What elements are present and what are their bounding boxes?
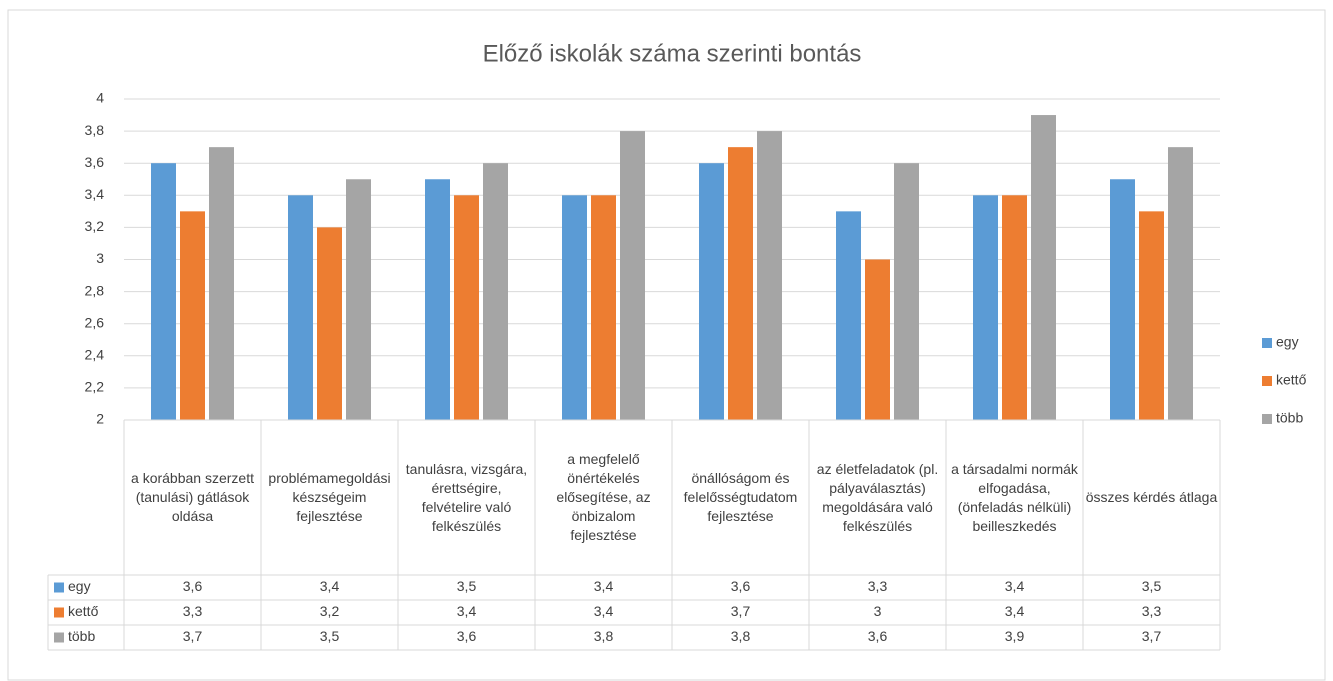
bar [894,163,919,420]
bar [180,211,205,420]
table-value: 3,4 [594,578,614,594]
legend-key [1262,338,1272,348]
table-value: 3,4 [1005,603,1025,619]
bar [973,195,998,420]
bar [699,163,724,420]
category-cell: tanulásra, vizsgára, érettségire, felvét… [405,460,528,534]
y-tick-label: 2,2 [85,379,105,395]
bar [757,131,782,420]
bar [454,195,479,420]
category-cell: a megfelelő önértékelés elősegítése, az … [556,451,651,543]
table-legend-key [54,632,64,643]
x-tick-label: a korábban szerzett (tanulási) gátlások … [131,470,254,524]
x-tick-label: problémamegoldási készségeim fejlesztése [268,470,391,524]
legend-label: több [1276,410,1303,426]
bar [620,131,645,420]
table-value: 3,8 [731,628,751,644]
bar [209,147,234,420]
table-value: 3,4 [320,578,340,594]
bar [728,147,753,420]
y-tick-label: 2 [96,411,104,427]
category-cell: a korábban szerzett (tanulási) gátlások … [131,470,254,524]
y-tick-label: 2,8 [85,282,105,298]
table-value: 3,3 [868,578,888,594]
table-legend-key [54,582,64,593]
table-value: 3,5 [1142,578,1162,594]
y-tick-label: 3,6 [85,154,105,170]
table-value: 3,3 [183,603,203,619]
y-tick-label: 3,2 [85,218,105,234]
bar [483,163,508,420]
table-value: 3 [874,603,882,619]
table-value: 3,7 [731,603,751,619]
table-value: 3,6 [183,578,203,594]
legend-label: egy [1276,334,1299,350]
table-series-name: kettő [68,603,99,619]
legend-label: kettő [1276,372,1307,388]
x-tick-label: önállóságom és felelősségtudatom fejlesz… [683,470,798,524]
table-value: 3,3 [1142,603,1162,619]
table-value: 3,2 [320,603,340,619]
table-value: 3,4 [1005,578,1025,594]
table-value: 3,6 [868,628,888,644]
x-tick-label: tanulásra, vizsgára, érettségire, felvét… [405,460,528,534]
bar [1110,179,1135,420]
legend-key [1262,376,1272,386]
bar [1031,115,1056,421]
table-series-name: egy [68,578,91,594]
bar [562,195,587,420]
y-tick-label: 2,4 [85,347,105,363]
table-series-name: több [68,628,95,644]
table-legend-key [54,607,64,618]
chart-title: Előző iskolák száma szerinti bontás [483,40,862,67]
bar [865,259,890,420]
category-cell: a társadalmi normák elfogadása, (önfelad… [951,460,1078,534]
bar [346,179,371,420]
bar [836,211,861,420]
bar [1002,195,1027,420]
table-value: 3,6 [731,578,751,594]
category-cell: önállóságom és felelősségtudatom fejlesz… [683,470,798,524]
bar [317,227,342,420]
bar [591,195,616,420]
table-value: 3,5 [457,578,477,594]
table-value: 3,7 [183,628,203,644]
category-cell: az életfeladatok (pl. pályaválasztás) me… [816,460,939,534]
table-value: 3,9 [1005,628,1025,644]
x-tick-label: a társadalmi normák elfogadása, (önfelad… [951,460,1078,534]
x-tick-label: összes kérdés átlaga [1085,489,1218,505]
category-cell: problémamegoldási készségeim fejlesztése [268,470,391,524]
table-value: 3,4 [457,603,477,619]
table-value: 3,7 [1142,628,1162,644]
category-cell: összes kérdés átlaga [1085,489,1218,505]
bar [288,195,313,420]
table-value: 3,8 [594,628,614,644]
legend-key [1262,414,1272,424]
x-tick-label: az életfeladatok (pl. pályaválasztás) me… [816,460,939,534]
y-tick-label: 3,8 [85,122,105,138]
x-tick-label: a megfelelő önértékelés elősegítése, az … [556,451,651,543]
bar [1168,147,1193,420]
y-tick-label: 4 [96,90,104,106]
bar [151,163,176,420]
table-value: 3,6 [457,628,477,644]
table-value: 3,4 [594,603,614,619]
bar [1139,211,1164,420]
table-value: 3,5 [320,628,340,644]
y-tick-label: 2,6 [85,314,105,330]
bar [425,179,450,420]
y-tick-label: 3,4 [85,186,105,202]
y-tick-label: 3 [96,250,104,266]
